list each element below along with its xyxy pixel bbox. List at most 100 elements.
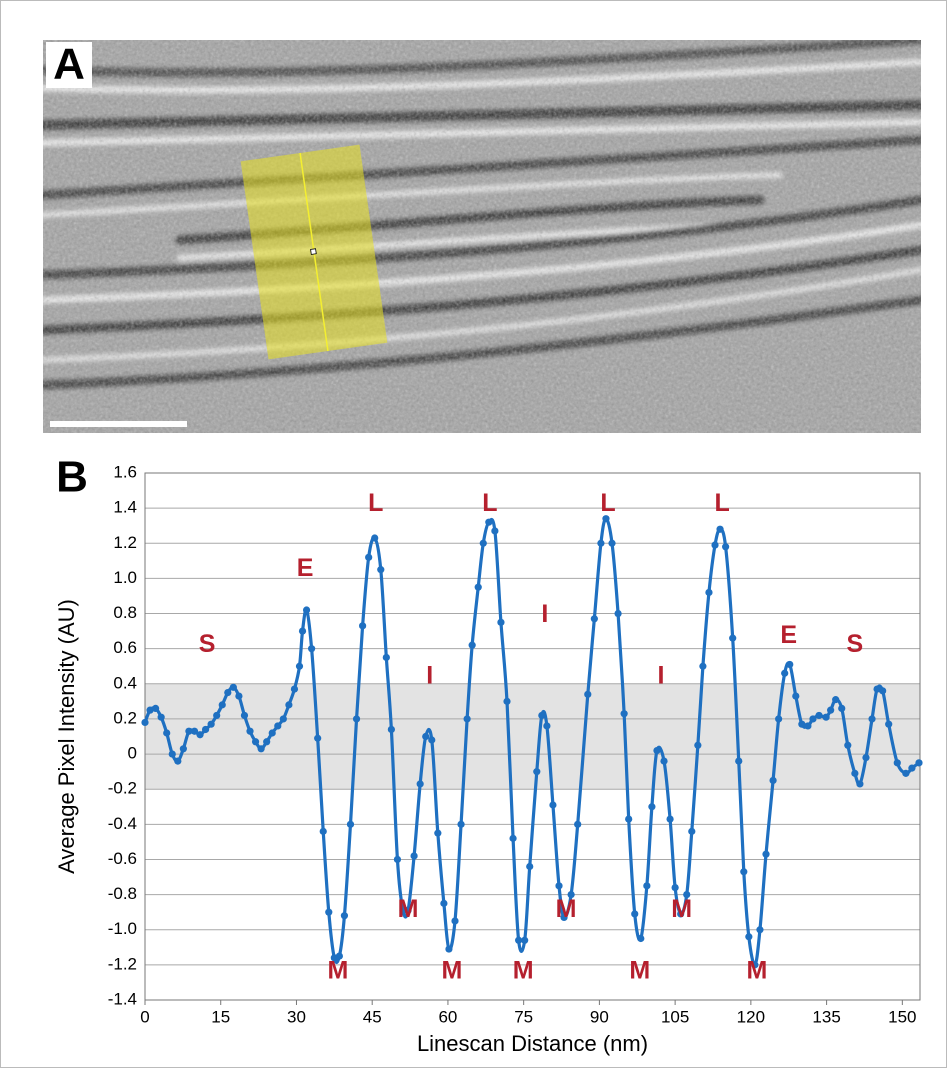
y-tick-label: 1.2 <box>113 533 137 552</box>
data-point <box>798 720 806 728</box>
data-point <box>885 720 893 728</box>
line-chart: -1.4 -1.2 -1.0 -0.8 -0.6 -0.4 -0.2 0 0.2 0.4 0.6 0.… <box>54 453 923 1056</box>
data-point <box>491 527 499 535</box>
data-point <box>190 727 199 735</box>
data-point <box>862 753 870 762</box>
annotation: M <box>629 957 650 985</box>
annotation: M <box>513 957 534 985</box>
annotation: M <box>442 957 463 985</box>
data-point <box>660 757 668 765</box>
panel-label: B <box>56 453 88 502</box>
data-point <box>838 704 846 712</box>
data-point <box>560 913 568 922</box>
annotation: L <box>482 489 497 517</box>
x-tick-label: 120 <box>737 1007 765 1026</box>
data-point <box>240 711 249 720</box>
annotation: M <box>671 895 692 923</box>
annotation: M <box>398 895 419 923</box>
data-point <box>515 936 523 944</box>
data-point <box>893 759 901 767</box>
data-point <box>185 727 193 735</box>
annotation: M <box>327 957 348 985</box>
data-point <box>428 736 436 744</box>
data-point <box>705 588 713 597</box>
annotation: E <box>297 554 314 582</box>
y-tick-label: 0.8 <box>113 603 137 622</box>
data-point <box>722 543 730 551</box>
data-point <box>597 539 605 547</box>
data-point <box>631 910 639 918</box>
y-tick-label: 0.4 <box>113 673 137 692</box>
y-tick-label: -0.8 <box>108 884 137 903</box>
data-point <box>141 718 149 727</box>
data-point <box>340 912 349 920</box>
data-point <box>671 883 679 892</box>
data-point <box>416 780 424 788</box>
data-point <box>781 669 789 677</box>
panel-label: A <box>53 40 85 89</box>
data-point <box>851 769 859 777</box>
annotation: S <box>199 630 216 658</box>
data-point <box>285 701 293 709</box>
data-point <box>274 722 282 730</box>
y-tick-label: -1.0 <box>108 919 137 938</box>
data-point <box>218 701 226 709</box>
data-point <box>653 746 661 755</box>
data-point <box>298 627 307 635</box>
data-point <box>526 862 534 871</box>
data-point <box>620 710 628 718</box>
data-point <box>915 759 923 767</box>
data-point <box>377 566 385 574</box>
data-point <box>279 715 287 723</box>
y-tick-label: -0.6 <box>108 849 137 868</box>
data-point <box>371 534 379 542</box>
y-tick-label: 1.6 <box>113 462 137 481</box>
data-point <box>359 622 367 630</box>
data-point <box>440 899 448 907</box>
x-tick-label: 105 <box>661 1007 689 1026</box>
data-point <box>751 961 759 969</box>
data-point <box>152 704 160 712</box>
data-point <box>775 715 783 723</box>
data-point <box>533 768 541 776</box>
y-tick-label: -1.2 <box>108 954 137 973</box>
data-point <box>584 690 592 698</box>
data-point <box>468 641 476 649</box>
data-point <box>404 906 412 915</box>
data-point <box>643 882 651 890</box>
data-point <box>422 732 430 741</box>
annotation: M <box>556 895 577 923</box>
data-point <box>224 688 232 697</box>
annotation: M <box>747 957 768 985</box>
data-point <box>832 696 840 704</box>
data-point <box>346 820 355 828</box>
data-point <box>868 715 876 723</box>
data-point <box>538 711 546 720</box>
data-point <box>382 653 390 662</box>
data-point <box>174 757 182 765</box>
data-point <box>295 662 304 670</box>
y-tick-label: 0 <box>128 744 137 763</box>
data-point <box>745 933 753 941</box>
micrograph <box>43 40 921 433</box>
data-point <box>457 820 465 828</box>
data-point <box>268 729 276 737</box>
data-point <box>792 692 800 700</box>
data-point <box>485 518 493 526</box>
data-point <box>762 850 770 858</box>
data-point <box>251 738 260 746</box>
data-point <box>786 660 794 669</box>
data-point <box>474 583 482 591</box>
data-point <box>335 952 343 960</box>
data-point <box>157 713 165 721</box>
data-point <box>699 662 707 670</box>
annotation: L <box>714 489 729 517</box>
y-tick-label: -0.4 <box>108 814 137 833</box>
data-point <box>844 741 852 749</box>
data-point <box>434 829 442 837</box>
x-axis-label: Linescan Distance (nm) <box>417 1031 648 1056</box>
data-point <box>735 757 743 765</box>
annotation: I <box>541 600 548 628</box>
data-point <box>716 525 724 533</box>
data-point <box>756 926 764 934</box>
